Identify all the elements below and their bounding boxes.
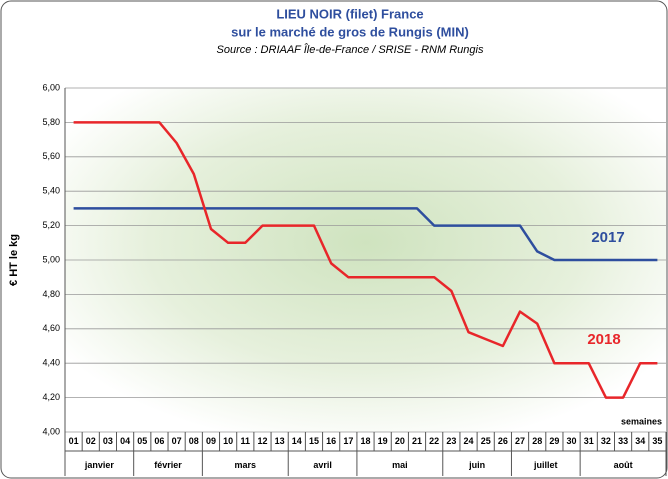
x-tick-label: 10 — [223, 436, 233, 446]
x-tick-label: 30 — [567, 436, 577, 446]
x-tick-label: 06 — [154, 436, 164, 446]
y-tick-label: 5,40 — [42, 186, 60, 196]
x-tick-label: 28 — [532, 436, 542, 446]
chart-subtitle: sur le marché de gros de Rungis (MIN) — [231, 24, 469, 39]
x-tick-label: 16 — [326, 436, 336, 446]
y-tick-label: 4,60 — [42, 323, 60, 333]
x-tick-label: 29 — [549, 436, 559, 446]
y-tick-label: 4,20 — [42, 392, 60, 402]
x-tick-label: 13 — [275, 436, 285, 446]
x-tick-label: 26 — [498, 436, 508, 446]
x-tick-label: 01 — [69, 436, 79, 446]
x-tick-label: 25 — [481, 436, 491, 446]
source: Source : DRIAAF Île-de-France / SRISE - … — [217, 43, 484, 56]
x-tick-label: 19 — [378, 436, 388, 446]
x-tick-label: 02 — [86, 436, 96, 446]
x-tick-label: 22 — [429, 436, 439, 446]
month-label: février — [154, 460, 182, 470]
y-tick-label: 5,80 — [42, 117, 60, 127]
x-tick-label: 35 — [652, 436, 662, 446]
line-2018 — [73, 121, 658, 399]
x-tick-label: 05 — [137, 436, 147, 446]
y-tick-label: 5,60 — [42, 151, 60, 161]
month-label: janvier — [84, 460, 115, 470]
chart-title: LIEU NOIR (filet) France — [276, 6, 423, 21]
y-axis-label: € HT le kg — [8, 234, 20, 286]
series-label: 2018 — [587, 331, 620, 348]
series-label: 2017 — [591, 229, 624, 246]
month-label: juillet — [533, 460, 558, 470]
x-annotation: semaines — [621, 416, 662, 426]
x-tick-label: 21 — [412, 436, 422, 446]
y-tick-label: 4,80 — [42, 289, 60, 299]
x-tick-label: 11 — [241, 436, 251, 446]
month-label: mai — [392, 460, 408, 470]
y-tick-label: 4,00 — [42, 426, 60, 436]
x-tick-label: 08 — [189, 436, 199, 446]
x-tick-label: 20 — [395, 436, 405, 446]
y-tick-label: 5,20 — [42, 220, 60, 230]
x-tick-label: 24 — [464, 436, 474, 446]
month-label: mars — [235, 460, 257, 470]
x-tick-label: 31 — [584, 436, 594, 446]
x-tick-label: 17 — [343, 436, 353, 446]
x-tick-label: 12 — [257, 436, 267, 446]
y-tick-label: 5,00 — [42, 254, 60, 264]
x-tick-label: 23 — [446, 436, 456, 446]
x-tick-label: 14 — [292, 436, 302, 446]
month-label: août — [614, 460, 633, 470]
x-tick-label: 03 — [103, 436, 113, 446]
x-tick-label: 27 — [515, 436, 525, 446]
y-tick-label: 6,00 — [42, 82, 60, 92]
x-tick-label: 07 — [172, 436, 182, 446]
x-tick-label: 18 — [360, 436, 370, 446]
month-label: avril — [313, 460, 332, 470]
x-tick-label: 15 — [309, 436, 319, 446]
x-tick-label: 32 — [601, 436, 611, 446]
month-label: juin — [468, 460, 485, 470]
x-tick-label: 04 — [120, 436, 130, 446]
y-tick-label: 4,40 — [42, 358, 60, 368]
x-tick-label: 33 — [618, 436, 628, 446]
line-2017 — [73, 207, 658, 262]
x-tick-label: 09 — [206, 436, 216, 446]
x-tick-label: 34 — [635, 436, 645, 446]
